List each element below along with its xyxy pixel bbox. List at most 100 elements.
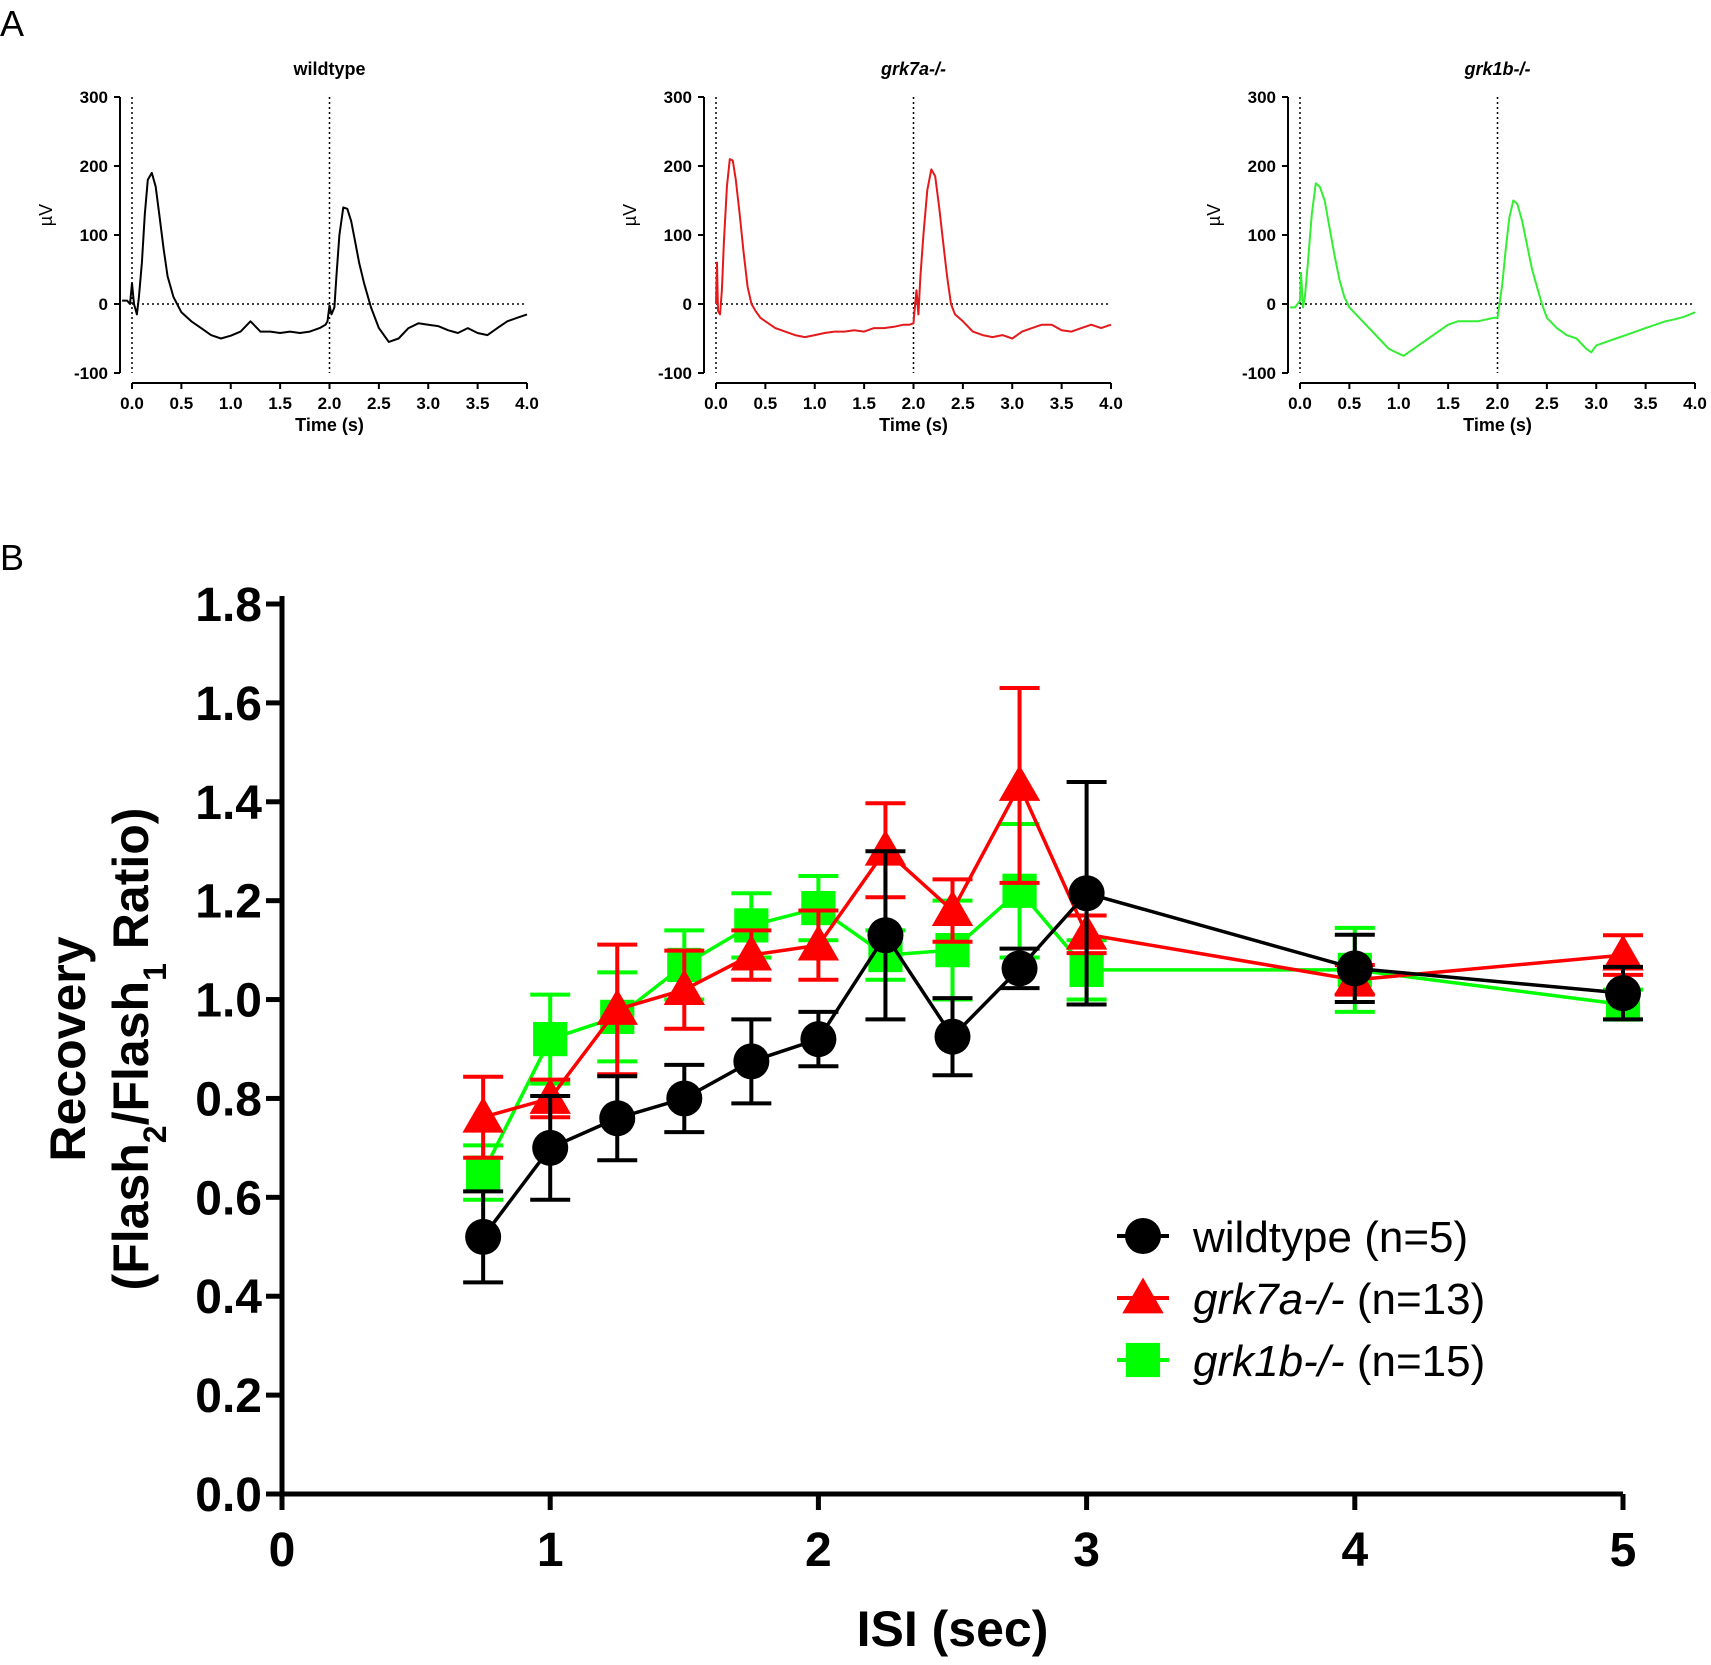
y-tick-label: 0.6 <box>195 1172 262 1225</box>
x-tick-label: 2.0 <box>318 394 342 413</box>
legend-item: grk7a-/- (n=13) <box>1117 1275 1485 1324</box>
y-tick-label: 0.0 <box>195 1469 262 1522</box>
y-tick-label: 300 <box>1248 88 1276 107</box>
data-point <box>998 764 1041 801</box>
y-tick-label: 0 <box>683 295 692 314</box>
x-tick-label: 0.0 <box>1288 394 1312 413</box>
data-point <box>934 1018 971 1055</box>
trace-panel-2: grk7a-/- -100 0 100 200 300 0.0 0.5 1.0 1.5 2.0 2.5… <box>620 59 1123 435</box>
x-tick-label: 2 <box>805 1524 832 1577</box>
x-tick-label: 1.5 <box>1436 394 1460 413</box>
y-tick-label: 0.2 <box>195 1370 262 1423</box>
y-tick-label: 100 <box>80 226 108 245</box>
x-tick-label: 1.5 <box>852 394 876 413</box>
series-wildtype <box>463 780 1643 1285</box>
data-point <box>733 1043 770 1080</box>
data-point <box>533 1022 568 1057</box>
erg-trace <box>1290 182 1696 357</box>
data-point <box>931 890 974 926</box>
x-tick-label: 4.0 <box>515 394 539 413</box>
data-point <box>867 917 904 954</box>
y-tick-label: -100 <box>1242 364 1276 383</box>
y-tick-label: -100 <box>658 364 692 383</box>
x-tick-label: 0.0 <box>120 394 144 413</box>
x-tick-label: 5 <box>1610 1524 1637 1577</box>
trace-panels: wildtype -100 0 100 200 300 0.0 0.5 1.0 1.5 2.0 2.5… <box>36 59 1707 435</box>
data-point <box>532 1129 569 1166</box>
y-tick-label: 0 <box>99 295 108 314</box>
y-tick-label: 0 <box>1267 295 1276 314</box>
data-point <box>797 924 840 961</box>
x-tick-label: 2.0 <box>1486 394 1510 413</box>
x-tick-label: 2.5 <box>951 394 975 413</box>
x-axis-label: Time (s) <box>295 415 364 435</box>
x-tick-label: 3.5 <box>1634 394 1658 413</box>
y-tick-label: 200 <box>80 157 108 176</box>
x-tick-label: 4.0 <box>1683 394 1707 413</box>
data-point <box>864 829 907 866</box>
x-tick-label: 0.5 <box>754 394 778 413</box>
x-tick-label: 4.0 <box>1099 394 1123 413</box>
y-tick-label: 200 <box>664 157 692 176</box>
x-tick-label: 3.0 <box>416 394 440 413</box>
x-axis-label: Time (s) <box>879 415 948 435</box>
data-point <box>800 1021 837 1058</box>
legend: wildtype (n=5) grk7a-/- (n=13) grk1b-/- (n… <box>1117 1213 1485 1386</box>
y-tick-label: -100 <box>74 364 108 383</box>
y-tick-label: 100 <box>1248 226 1276 245</box>
x-tick-label: 4 <box>1341 1524 1368 1577</box>
data-point <box>466 1155 501 1190</box>
x-tick-label: 1.0 <box>1387 394 1411 413</box>
data-point <box>1001 950 1038 987</box>
y-axis-label-line2: (Flash2/Flash1 Ratio) <box>103 808 173 1291</box>
trace-title: grk7a-/- <box>880 59 946 79</box>
panel-label-b: B <box>0 537 24 578</box>
x-tick-label: 3 <box>1073 1524 1100 1577</box>
trace-panel-1: wildtype -100 0 100 200 300 0.0 0.5 1.0 1.5 2.0 2.5… <box>36 59 539 435</box>
data-point <box>1068 875 1105 912</box>
legend-marker <box>1125 1218 1161 1254</box>
y-axis-label-line1: Recovery <box>40 936 96 1161</box>
x-tick-label: 2.5 <box>1535 394 1559 413</box>
x-tick-label: 1 <box>537 1524 564 1577</box>
data-point <box>465 1218 502 1255</box>
y-tick-label: 0.4 <box>195 1271 262 1324</box>
x-tick-label: 1.5 <box>268 394 292 413</box>
x-tick-label: 0.0 <box>704 394 728 413</box>
data-point <box>1605 975 1641 1012</box>
x-tick-label: 0.5 <box>1338 394 1362 413</box>
y-tick-label: 200 <box>1248 157 1276 176</box>
data-point <box>1602 934 1644 971</box>
legend-label: grk7a-/- (n=13) <box>1193 1275 1485 1324</box>
legend-marker <box>1122 1277 1164 1314</box>
y-tick-label: 1.0 <box>195 975 262 1028</box>
y-tick-label: 1.6 <box>195 678 262 731</box>
y-tick-label: 1.4 <box>195 777 262 830</box>
y-tick-label: 100 <box>664 226 692 245</box>
series-line <box>481 891 1624 1238</box>
y-tick-label: 1.2 <box>195 876 262 929</box>
x-tick-label: 3.0 <box>1584 394 1608 413</box>
data-point <box>1336 950 1373 987</box>
trace-panel-3: grk1b-/- -100 0 100 200 300 0.0 0.5 1.0 1.5 2.0 2.5… <box>1204 59 1707 435</box>
x-tick-label: 3.5 <box>1050 394 1074 413</box>
series-line <box>482 781 1624 1119</box>
erg-trace <box>715 158 1112 340</box>
y-axis-label: µV <box>1204 204 1224 226</box>
data-point <box>599 1100 636 1137</box>
data-point <box>663 969 705 1006</box>
y-axis-label: µV <box>620 204 640 226</box>
data-point <box>666 1080 703 1117</box>
x-tick-label: 2.0 <box>902 394 926 413</box>
data-point <box>596 988 638 1025</box>
y-tick-label: 300 <box>664 88 692 107</box>
erg-trace <box>122 171 528 343</box>
series-grk7a- <box>462 686 1644 1160</box>
recovery-chart: 0.0 0.2 0.4 0.6 0.8 1.0 1.2 1.4 1.6 1.8 0 1 2 3 4 5 ISI … <box>40 579 1644 1657</box>
y-tick-label: 0.8 <box>195 1073 262 1126</box>
x-tick-label: 1.0 <box>219 394 243 413</box>
panel-label-a: A <box>0 3 24 44</box>
x-tick-label: 3.0 <box>1000 394 1024 413</box>
legend-item: grk1b-/- (n=15) <box>1117 1337 1485 1386</box>
